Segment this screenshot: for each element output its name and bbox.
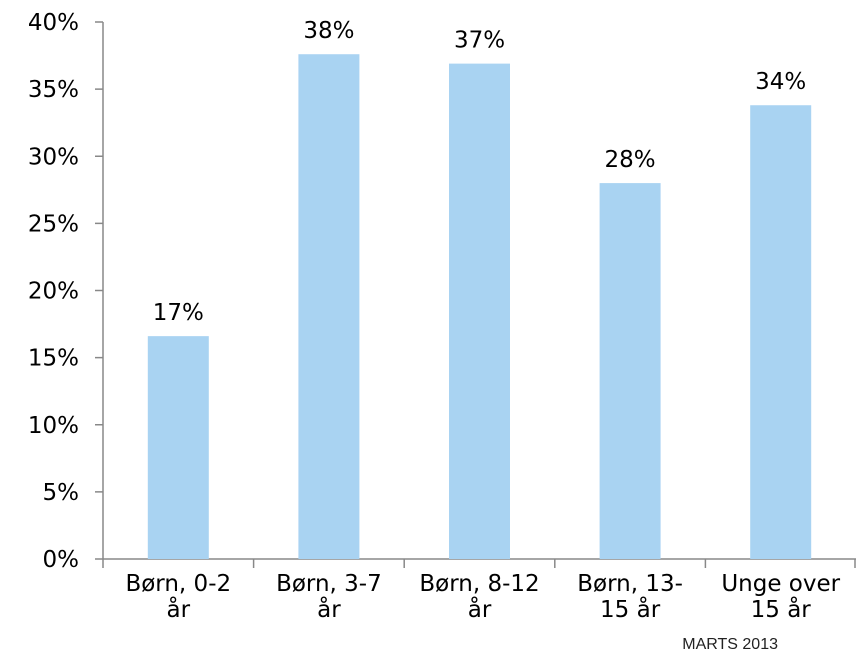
y-tick-label: 15%	[28, 346, 79, 372]
x-tick-label: Unge over 15 år	[721, 571, 840, 623]
bar	[599, 183, 661, 559]
x-tick-label: Børn, 3-7 år	[276, 571, 382, 623]
x-tick-labels: Børn, 0-2 år Børn, 3-7 år Børn, 8-12 år Børn, …	[125, 571, 840, 623]
x-tick-label: Børn, 13-15 år	[577, 571, 683, 623]
bar	[298, 54, 360, 559]
data-label: 37%	[454, 28, 505, 54]
y-tick-label: 35%	[28, 77, 79, 103]
x-tick-label: Børn, 8-12 år	[419, 571, 539, 623]
footer-date: MARTS 2013	[682, 636, 778, 653]
y-tick-label: 40%	[28, 10, 79, 36]
y-tick-label: 25%	[28, 211, 79, 237]
y-tick-label: 30%	[28, 144, 79, 170]
data-label: 34%	[755, 69, 806, 95]
y-tick-label: 5%	[43, 480, 80, 506]
x-axis	[102, 558, 856, 568]
data-label: 28%	[605, 147, 656, 173]
y-axis: 0% 5% 10% 15% 20% 25% 30% 35% 40%	[28, 10, 104, 573]
data-label: 38%	[303, 18, 354, 44]
y-tick-label: 20%	[28, 279, 79, 305]
bars	[147, 54, 812, 560]
data-labels: 17% 38% 37% 28% 34%	[153, 18, 807, 326]
data-label: 17%	[153, 300, 204, 326]
y-tick-label: 0%	[43, 547, 80, 573]
y-tick-label: 10%	[28, 413, 79, 439]
bar	[750, 105, 812, 560]
x-tick-label: Børn, 0-2 år	[125, 571, 231, 623]
bar	[449, 63, 510, 560]
bar	[147, 336, 209, 559]
